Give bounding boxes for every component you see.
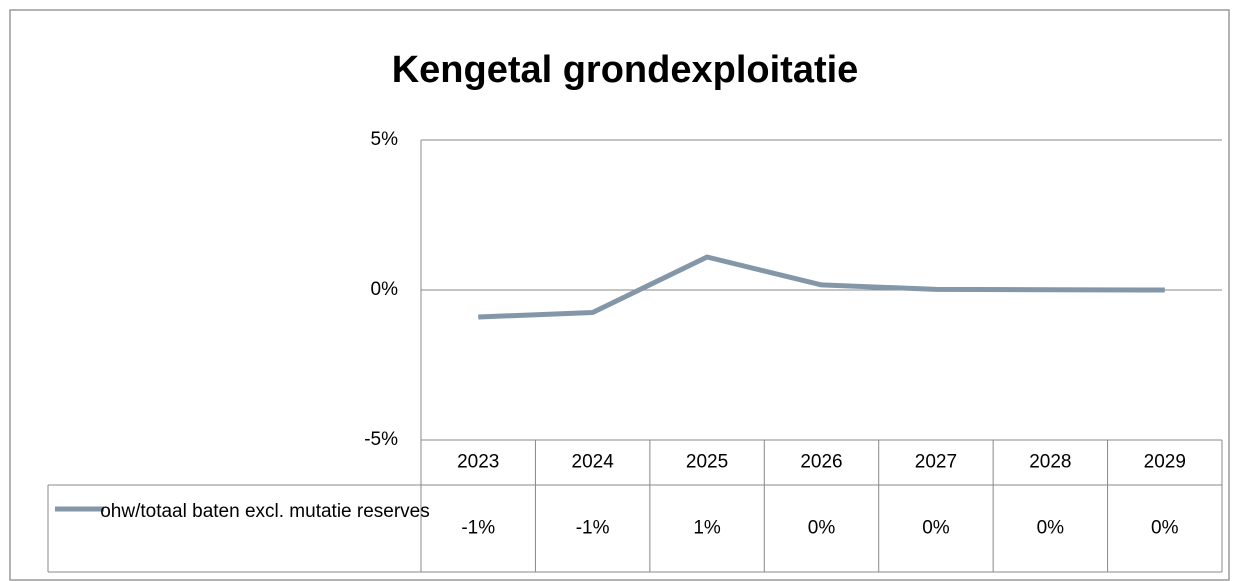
x-tick-label: 2027 — [915, 452, 957, 473]
data-label: 0% — [1151, 518, 1179, 539]
chart-title: Kengetal grondexploitatie — [392, 49, 859, 91]
data-label: -1% — [461, 518, 495, 539]
y-tick-label: -5% — [364, 429, 398, 450]
legend-label: ohw/totaal baten excl. mutatie reserves — [100, 501, 430, 522]
data-label: 0% — [808, 518, 836, 539]
x-tick-label: 2028 — [1029, 452, 1071, 473]
x-tick-label: 2023 — [457, 452, 499, 473]
x-tick-label: 2026 — [800, 452, 842, 473]
data-label: 1% — [693, 518, 721, 539]
x-tick-label: 2024 — [572, 452, 615, 473]
data-label: -1% — [576, 518, 610, 539]
data-label: 0% — [1037, 518, 1065, 539]
data-line — [478, 254, 1165, 320]
x-tick-label: 2029 — [1144, 452, 1186, 473]
y-tick-label: 0% — [371, 279, 399, 300]
y-tick-label: 5% — [371, 129, 399, 150]
x-tick-label: 2025 — [686, 452, 728, 473]
chart-border — [9, 9, 1230, 581]
data-label: 0% — [922, 518, 950, 539]
